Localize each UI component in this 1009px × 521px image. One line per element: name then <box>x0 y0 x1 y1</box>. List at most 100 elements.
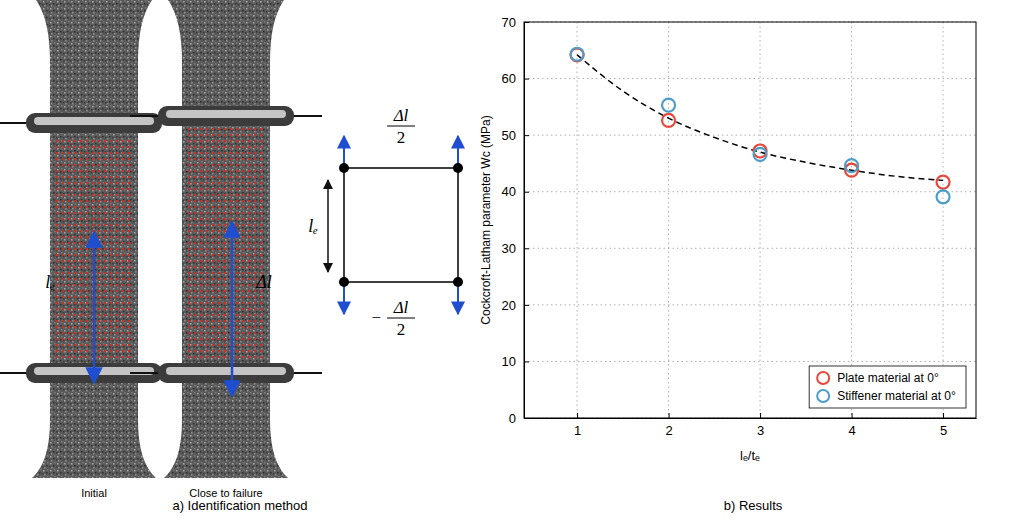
grid-line <box>524 304 976 305</box>
tick-mark <box>524 192 529 193</box>
series-line <box>577 55 943 181</box>
grid-line <box>668 22 669 418</box>
fraction-bar <box>387 126 415 127</box>
specimen-body <box>32 0 156 478</box>
grid-line <box>760 22 761 418</box>
clamp <box>158 106 294 126</box>
tick-mark <box>669 413 670 418</box>
tick-mark <box>524 135 529 136</box>
x-axis-title: lₑ/tₑ <box>740 448 760 463</box>
element <box>344 168 458 282</box>
grid-line <box>577 22 578 418</box>
data-point <box>845 159 858 172</box>
clamp-highlight <box>166 367 286 375</box>
node <box>339 277 349 287</box>
element-diagram: lₑΔl2−Δl2 <box>308 106 463 339</box>
tick: 5 <box>940 413 947 438</box>
length-label: lₑ <box>45 272 55 292</box>
grid-line <box>851 22 852 418</box>
fraction-denominator: 2 <box>397 128 406 147</box>
tick-label: 3 <box>757 423 764 438</box>
legend-marker <box>817 390 829 402</box>
fraction-numerator: Δl <box>393 106 409 125</box>
specimen-photo <box>130 0 322 478</box>
clamp-highlight <box>34 117 154 125</box>
tick-label: 2 <box>665 423 672 438</box>
length-label: Δl <box>255 272 272 292</box>
grid-line <box>943 22 944 418</box>
tick-mark <box>524 361 529 362</box>
tick-label: 4 <box>848 423 855 438</box>
specimen-body <box>164 0 288 478</box>
figure: lₑΔlInitialClose to failurelₑΔl2−Δl2a) I… <box>0 0 1009 521</box>
marks <box>571 48 950 204</box>
tick: 2 <box>665 413 672 438</box>
clamp-highlight <box>166 110 286 118</box>
photo-caption: Initial <box>81 487 107 499</box>
tick-label: 0 <box>509 411 516 426</box>
tick-mark <box>943 413 944 418</box>
x-axis: 1 2 3 4 5 <box>525 413 977 438</box>
tick-label: 50 <box>502 128 516 143</box>
tick-mark <box>524 248 529 249</box>
grid-line <box>524 78 976 79</box>
grid-line <box>524 191 976 192</box>
node <box>453 277 463 287</box>
specimen-photo <box>0 0 190 478</box>
panel-a: lₑΔlInitialClose to failurelₑΔl2−Δl2 <box>0 0 463 499</box>
fraction-sign: − <box>371 308 381 327</box>
tick: 4 <box>848 413 855 438</box>
tick-label: 10 <box>502 354 516 369</box>
tick: 30 <box>502 241 529 256</box>
node <box>339 163 349 173</box>
tick-label: 60 <box>502 71 516 86</box>
tick-mark <box>577 413 578 418</box>
data-point <box>937 176 950 189</box>
tick-mark <box>760 413 761 418</box>
fraction-denominator: 2 <box>397 320 406 339</box>
tick-mark <box>524 79 529 80</box>
fraction-bar <box>387 318 415 319</box>
data-point <box>571 48 584 61</box>
tick-label: 70 <box>502 15 516 30</box>
tick: 1 <box>574 413 581 438</box>
data-point <box>571 48 584 61</box>
tick: 10 <box>502 354 529 369</box>
data-point <box>937 190 950 203</box>
clamp <box>158 363 294 383</box>
legend-label: Plate material at 0° <box>837 371 939 385</box>
tick-label: 1 <box>574 423 581 438</box>
length-arrow <box>327 180 329 272</box>
dic-grid <box>188 128 264 362</box>
tick: 40 <box>502 184 529 199</box>
panel-caption: a) Identification method <box>172 498 307 513</box>
grid <box>524 22 976 418</box>
chart: 12345010203040506070lₑ/tₑCockcroft-Latha… <box>479 15 977 463</box>
legend: Plate material at 0° Stiffener material a… <box>809 366 966 408</box>
data-point <box>754 148 767 161</box>
tick: 60 <box>502 71 529 86</box>
data-point <box>662 99 675 112</box>
fraction-numerator: Δl <box>393 298 409 317</box>
tick-mark <box>852 413 853 418</box>
tick-label: 40 <box>502 184 516 199</box>
grid-line <box>524 248 976 249</box>
length-arrow <box>93 232 96 383</box>
grid-line <box>524 135 976 136</box>
tick-label: 30 <box>502 241 516 256</box>
legend-marker <box>817 372 829 384</box>
tick: 3 <box>757 413 764 438</box>
tick-label: 5 <box>940 423 947 438</box>
tick-label: 20 <box>502 298 516 313</box>
tick: 50 <box>502 128 529 143</box>
length-label: lₑ <box>308 216 318 236</box>
length-arrow <box>231 222 234 396</box>
tick: 20 <box>502 298 529 313</box>
plot-frame <box>524 22 976 418</box>
legend-box <box>809 366 966 408</box>
y-axis: 0 10 20 30 40 50 60 70 <box>502 15 529 426</box>
grid-line <box>524 361 976 362</box>
panel-caption: b) Results <box>724 498 783 513</box>
legend-label: Stiffener material at 0° <box>837 389 956 403</box>
tick-mark <box>524 305 529 306</box>
